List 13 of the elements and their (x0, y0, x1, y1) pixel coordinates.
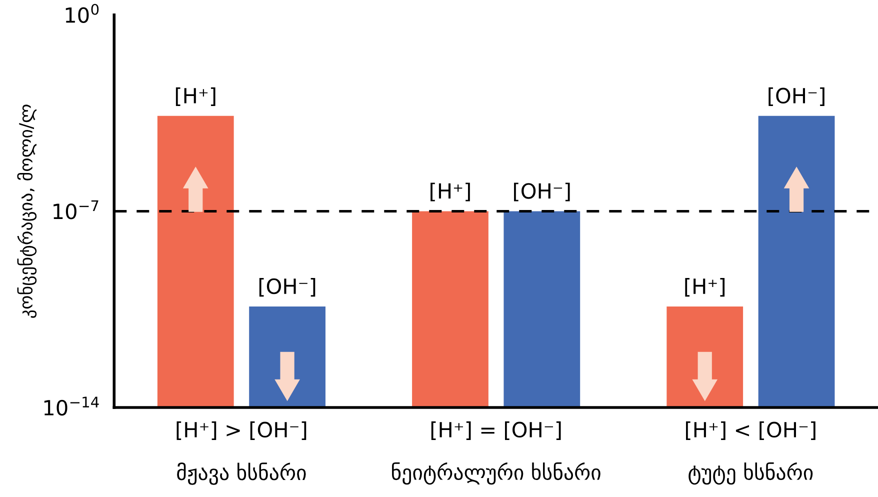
y-tick-label: 10$^{−7}$ (54, 200, 98, 220)
y-tick-label: 10$^{0}$ (66, 4, 99, 23)
text: [H⁺] (176, 87, 216, 106)
y-axis-title: კონცენტრაცია, მოლი/ლ (17, 104, 37, 318)
x-tick-label: [H⁺] < [OH⁻] ტუტე ხსნარი (686, 421, 816, 485)
text: [OH⁻] (768, 87, 824, 106)
text: [OH⁻] (514, 182, 570, 202)
series-label: [OH⁻] (259, 278, 316, 297)
x-tick-label: [H⁺] = [OH⁻] ნეიტრალური ხსნარი (392, 421, 600, 485)
x-tick-label: [H⁺] > [OH⁻] მჟავა ხსნარი (176, 421, 306, 485)
text: [H⁺] (430, 182, 470, 202)
series-label: [H⁺] (685, 278, 725, 297)
y-tick-label: 10$^{−14}$ (44, 396, 99, 416)
